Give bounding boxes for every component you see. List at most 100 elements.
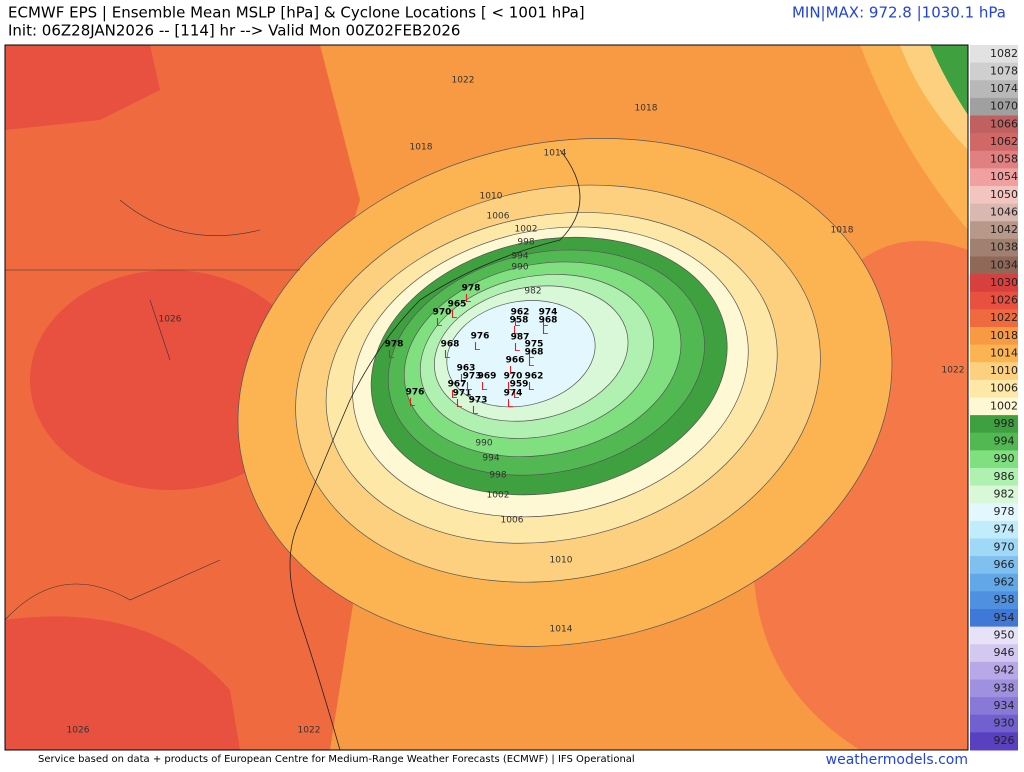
colorbar-box bbox=[970, 221, 1018, 240]
colorbar-label: 1042 bbox=[990, 223, 1018, 236]
colorbar-box bbox=[970, 714, 1018, 733]
cyclone-marker: L bbox=[472, 404, 479, 417]
cyclone-marker: L bbox=[528, 380, 535, 393]
colorbar-label: 990 bbox=[994, 452, 1015, 465]
colorbar-box bbox=[970, 644, 1018, 663]
contour-label: 990 bbox=[475, 439, 492, 449]
contour-label: 1022 bbox=[942, 366, 965, 376]
contour-label: 1010 bbox=[550, 556, 573, 566]
cyclone-marker: L bbox=[388, 348, 395, 361]
cyclone-marker: L bbox=[528, 348, 535, 361]
colorbar-label: 978 bbox=[994, 505, 1015, 518]
contour-label: 982 bbox=[524, 287, 541, 297]
colorbar-label: 962 bbox=[994, 576, 1015, 589]
colorbar-label: 982 bbox=[994, 487, 1015, 500]
colorbar-label: 938 bbox=[994, 681, 1015, 694]
colorbar-box bbox=[970, 468, 1018, 487]
colorbar-box bbox=[970, 697, 1018, 716]
colorbar-label: 1022 bbox=[990, 311, 1018, 324]
contour-label: 1006 bbox=[487, 212, 510, 222]
cyclone-label: 978 bbox=[385, 340, 404, 350]
contour-label: 1014 bbox=[544, 149, 567, 159]
title: ECMWF EPS | Ensemble Mean MSLP [hPa] & C… bbox=[8, 4, 585, 22]
colorbar-box bbox=[970, 379, 1018, 398]
contour-label: 1018 bbox=[635, 104, 658, 114]
colorbar-label: 1078 bbox=[990, 64, 1018, 77]
colorbar-label: 1054 bbox=[990, 170, 1018, 183]
colorbar-label: 1002 bbox=[990, 399, 1018, 412]
colorbar-label: 958 bbox=[994, 593, 1015, 606]
site[interactable]: weathermodels.com bbox=[826, 752, 968, 768]
colorbar-box bbox=[970, 97, 1018, 116]
cyclone-label: 968 bbox=[539, 316, 558, 326]
cyclone-marker: L bbox=[451, 388, 458, 401]
contour-label: 1026 bbox=[67, 726, 90, 736]
cyclone-marker: L bbox=[513, 324, 520, 337]
cyclone-marker: L bbox=[456, 397, 463, 410]
colorbar-label: 1010 bbox=[990, 364, 1018, 377]
colorbar-box bbox=[970, 591, 1018, 610]
colorbar-box bbox=[970, 62, 1018, 81]
cyclone-marker: L bbox=[460, 372, 467, 385]
colorbar: 1082 1078 1074 1070 1066 1062 1058 1054 1050 1046… bbox=[970, 45, 1018, 751]
contour-label: 1006 bbox=[501, 516, 524, 526]
cyclone-label: 973 bbox=[463, 372, 482, 382]
cyclone-marker: L bbox=[528, 356, 535, 369]
contour-label: 990 bbox=[511, 263, 528, 273]
colorbar-box bbox=[970, 45, 1018, 64]
cyclone-label: 970 bbox=[504, 372, 523, 382]
colorbar-label: 970 bbox=[994, 540, 1015, 553]
colorbar-box bbox=[970, 150, 1018, 169]
colorbar-label: 998 bbox=[994, 417, 1015, 430]
colorbar-label: 1006 bbox=[990, 382, 1018, 395]
colorbar-label: 994 bbox=[994, 435, 1015, 448]
colorbar-box bbox=[970, 415, 1018, 434]
colorbar-label: 1046 bbox=[990, 205, 1018, 218]
cyclone-label: 969 bbox=[478, 372, 497, 382]
colorbar-label: 950 bbox=[994, 628, 1015, 641]
colorbar-label: 974 bbox=[994, 523, 1015, 536]
colorbar-label: 1070 bbox=[990, 100, 1018, 113]
cyclone-marker: L bbox=[507, 397, 514, 410]
contour-label: 1010 bbox=[480, 192, 503, 202]
colorbar-box bbox=[970, 256, 1018, 275]
colorbar-label: 1062 bbox=[990, 135, 1018, 148]
cyclone-marker: L bbox=[474, 340, 481, 353]
colorbar-label: 1050 bbox=[990, 188, 1018, 201]
colorbar-box bbox=[970, 344, 1018, 363]
colorbar-box bbox=[970, 573, 1018, 592]
colorbar-label: 1030 bbox=[990, 276, 1018, 289]
colorbar-label: 966 bbox=[994, 558, 1015, 571]
colorbar-label: 1026 bbox=[990, 294, 1018, 307]
colorbar-box bbox=[970, 520, 1018, 539]
colorbar-box bbox=[970, 626, 1018, 645]
colorbar-box bbox=[970, 661, 1018, 680]
cyclone-label: 971 bbox=[453, 389, 472, 399]
contour-label: 1026 bbox=[159, 315, 182, 325]
cyclone-label: 963 bbox=[457, 364, 476, 374]
colorbar-box bbox=[970, 80, 1018, 99]
cyclone-marker: L bbox=[409, 396, 416, 409]
colorbar-box bbox=[970, 203, 1018, 222]
cyclone-marker: L bbox=[513, 388, 520, 401]
colorbar-box bbox=[970, 291, 1018, 310]
cyclone-label: 965 bbox=[448, 300, 467, 310]
colorbar-box bbox=[970, 362, 1018, 381]
subtitle: Init: 06Z28JAN2026 -- [114] hr --> Valid… bbox=[8, 22, 460, 40]
cyclone-label: 962 bbox=[525, 372, 544, 382]
colorbar-box bbox=[970, 309, 1018, 328]
colorbar-label: 942 bbox=[994, 664, 1015, 677]
cyclone-label: 958 bbox=[510, 316, 529, 326]
colorbar-box bbox=[970, 168, 1018, 187]
cyclone-label: 976 bbox=[471, 332, 490, 342]
colorbar-box bbox=[970, 485, 1018, 504]
cyclone-label: 976 bbox=[406, 388, 425, 398]
cyclone-marker: L bbox=[436, 316, 443, 329]
cyclone-label: 987 bbox=[511, 333, 530, 343]
labels: 1022101810181014101010061002998994990982… bbox=[67, 76, 965, 736]
cyclone-label: 966 bbox=[506, 356, 525, 366]
colorbar-box bbox=[970, 732, 1018, 751]
cyclone-marker: L bbox=[514, 316, 521, 329]
cyclone-label: 974 bbox=[539, 308, 558, 318]
